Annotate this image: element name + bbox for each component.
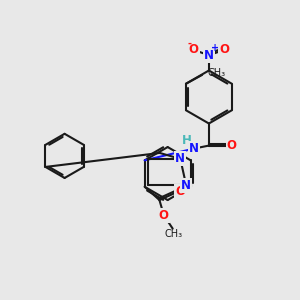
Text: O: O [175, 185, 185, 198]
Text: O: O [159, 209, 169, 222]
Text: -: - [187, 38, 191, 48]
Text: N: N [181, 179, 191, 192]
Text: O: O [219, 44, 229, 56]
Text: CH₃: CH₃ [207, 68, 226, 78]
Text: N: N [204, 49, 214, 62]
Text: H: H [182, 134, 192, 147]
Text: O: O [227, 139, 237, 152]
Text: O: O [189, 44, 199, 56]
Text: +: + [211, 43, 219, 53]
Text: N: N [175, 152, 185, 165]
Text: N: N [189, 142, 199, 155]
Text: CH₃: CH₃ [164, 229, 182, 239]
